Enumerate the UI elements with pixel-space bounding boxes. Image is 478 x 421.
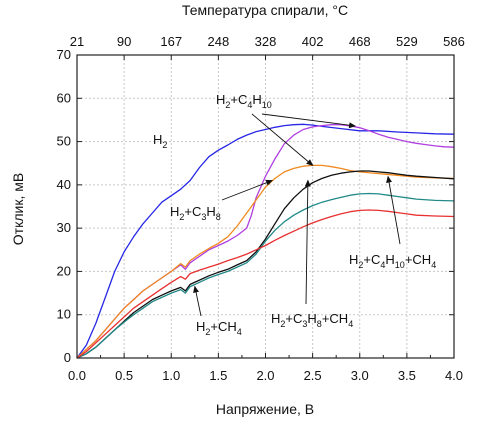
series-label-h2_c3h8_ch4: H2+C3H8+CH4 xyxy=(271,311,353,329)
series-label-h2: H2 xyxy=(153,132,167,150)
x-tick-label: 2.0 xyxy=(256,368,274,383)
top-tick-label: 586 xyxy=(443,34,465,49)
y-axis-title: Отклик, мВ xyxy=(10,173,26,245)
series-label-h2_c3h8: H2+C3H8 xyxy=(170,204,221,222)
top-tick-label: 328 xyxy=(255,34,277,49)
y-tick-label: 0 xyxy=(64,350,71,365)
top-tick-label: 402 xyxy=(302,34,324,49)
y-tick-label: 30 xyxy=(57,220,71,235)
top-tick-label: 529 xyxy=(396,34,418,49)
y-tick-label: 40 xyxy=(57,177,71,192)
series-line-h2 xyxy=(76,123,455,359)
y-tick-label: 70 xyxy=(57,47,71,62)
series-label-h2_c4h10_ch4: H2+C4H10+CH4 xyxy=(349,252,436,270)
annotations: H2 H2+C4H10 H2+C3H8 H2+C4H10+CH4 H2+C3H8+CH4… xyxy=(153,92,436,337)
tick-labels: 0.0 0.5 1.0 1.5 2.0 2.5 3.0 3.5 4.0 21 90 167 248 328… xyxy=(57,34,465,383)
series-line-h2_c3h8_ch4 xyxy=(76,192,455,359)
top-tick-label: 468 xyxy=(349,34,371,49)
x-tick-label: 0.0 xyxy=(68,368,86,383)
arrow-h2_c4h10_ch4 xyxy=(386,175,401,245)
arrow-h2_c3h8 xyxy=(221,179,274,201)
arrow-h2_c4h10 xyxy=(261,113,357,129)
x-tick-label: 0.5 xyxy=(115,368,133,383)
arrow-h2_ch4 xyxy=(193,285,202,317)
arrow-h2_c3h8_ch4 xyxy=(304,179,311,305)
series-label-h2_ch4: H2+CH4 xyxy=(196,319,242,337)
top-axis-title: Температура спирали, °C xyxy=(182,2,348,18)
y-tick-label: 50 xyxy=(57,134,71,149)
series-line-h2_c3h8 xyxy=(76,164,455,359)
x-tick-label: 2.5 xyxy=(304,368,322,383)
series-line-h2_ch4 xyxy=(76,209,455,359)
top-tick-label: 90 xyxy=(117,34,131,49)
y-tick-label: 60 xyxy=(57,90,71,105)
x-axis-title: Напряжение, В xyxy=(216,401,314,417)
x-tick-label: 1.5 xyxy=(209,368,227,383)
x-tick-label: 1.0 xyxy=(162,368,180,383)
top-tick-label: 248 xyxy=(208,34,230,49)
arrow-h2_c4h10-2 xyxy=(251,113,314,167)
x-tick-label: 3.5 xyxy=(398,368,416,383)
x-tick-label: 3.0 xyxy=(351,368,369,383)
top-tick-label: 21 xyxy=(70,34,84,49)
series-layer xyxy=(76,123,455,359)
y-tick-label: 10 xyxy=(57,307,71,322)
top-tick-label: 167 xyxy=(160,34,182,49)
series-line-h2_c4h10_ch4 xyxy=(76,170,455,359)
x-tick-label: 4.0 xyxy=(445,368,463,383)
series-label-h2_c4h10: H2+C4H10 xyxy=(216,92,272,110)
y-tick-label: 20 xyxy=(57,263,71,278)
axes xyxy=(76,54,455,359)
